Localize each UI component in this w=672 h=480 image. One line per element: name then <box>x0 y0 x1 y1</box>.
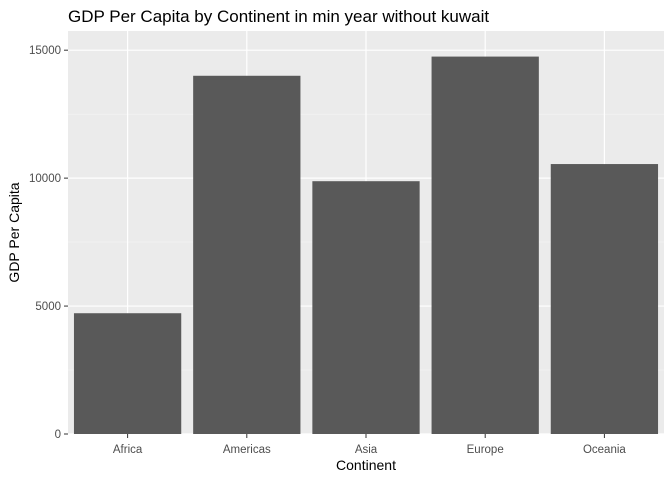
x-tick-label-europe: Europe <box>467 444 504 456</box>
bar-europe <box>431 56 539 434</box>
y-axis-title: GDP Per Capita <box>6 182 22 282</box>
bar-asia <box>312 181 420 434</box>
x-axis-title: Continent <box>336 457 396 473</box>
y-tick-label: 10000 <box>29 173 61 185</box>
y-tick-label: 0 <box>55 429 61 441</box>
x-axis: Africa Americas Asia Europe Oceania <box>113 434 626 456</box>
x-tick-label-asia: Asia <box>355 444 378 456</box>
bars <box>73 56 659 435</box>
bar-oceania <box>550 164 659 435</box>
bar-americas <box>193 75 301 435</box>
y-axis: 0 5000 10000 15000 <box>29 45 68 441</box>
chart-title: GDP Per Capita by Continent in min year … <box>68 7 489 26</box>
x-tick-label-americas: Americas <box>223 444 271 456</box>
x-tick-label-africa: Africa <box>113 444 143 456</box>
x-tick-label-oceania: Oceania <box>583 444 626 456</box>
y-tick-label: 15000 <box>29 45 61 57</box>
bar-africa <box>73 313 182 434</box>
y-tick-label: 5000 <box>35 301 61 313</box>
